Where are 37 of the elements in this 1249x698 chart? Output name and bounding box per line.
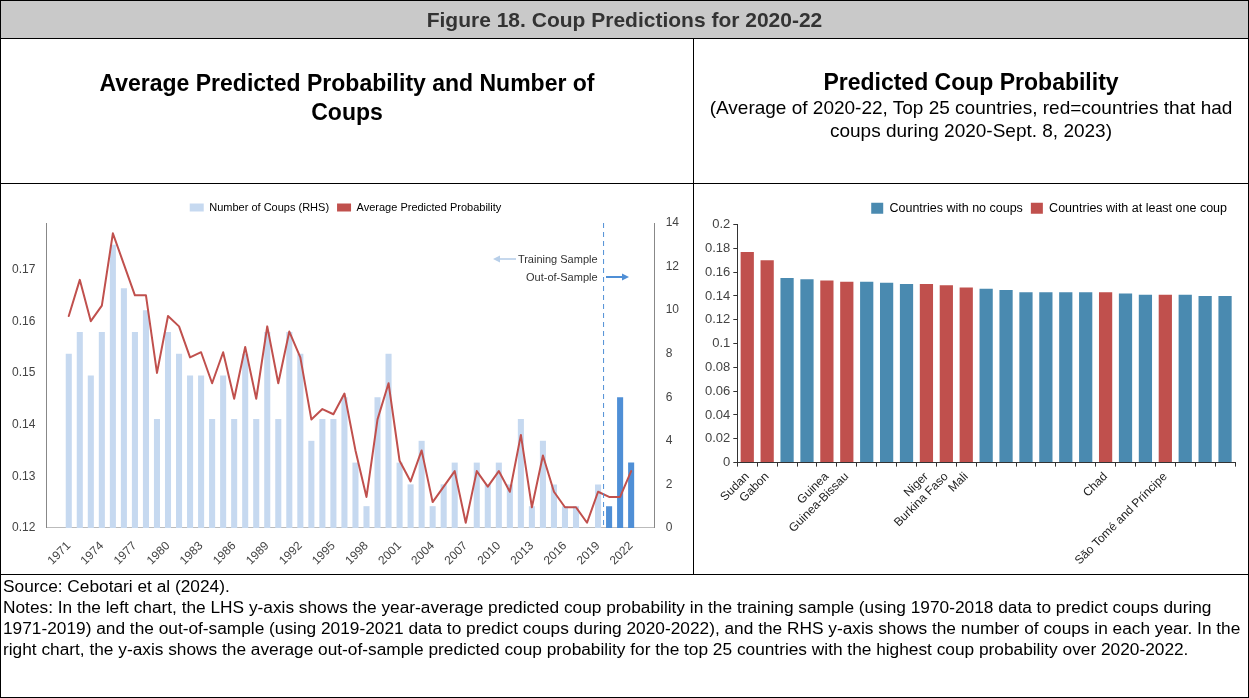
y-tick-label: 0.12: [12, 520, 36, 535]
y-tick-label: 0.12: [704, 311, 731, 327]
text: Notes: In the left chart, the LHS y-axis shows the year-average predicted coup probability in the training sample (using 1970-2018 data to predict coups during 1971-2019) and the out-of-sample (using 2019-2021 data to predict coups during 2020-2022), and the RHS y-axis shows the number of coups in each year. In the right chart, the y-axis shows the average out-of-sample predicted coup probability for the top 25 countries with the highest coup probability over 2020-2022.: [3, 597, 1242, 660]
annotation: Out-of-Sample: [526, 271, 598, 284]
y-tick-label: 0.17: [12, 261, 36, 276]
y-tick-label: 0.2: [712, 216, 731, 232]
y-tick-label: 0.02: [704, 430, 731, 446]
y-tick-label: 0.06: [704, 382, 731, 398]
y-tick-label: 0.16: [704, 263, 731, 279]
y-tick-label: 0.18: [704, 239, 731, 255]
y2-tick-label: 14: [665, 215, 680, 230]
y-tick-label: 0.08: [704, 358, 731, 374]
y2-tick-label: 8: [665, 346, 673, 360]
y2-tick-label: 4: [665, 433, 673, 448]
legend-label: Number of Coups (RHS): [209, 200, 330, 213]
y2-tick-label: 6: [665, 389, 673, 404]
y-tick-label: 0.14: [704, 287, 731, 303]
legend-label: Countries with no coups: [889, 200, 1023, 215]
y-tick-label: 0.16: [12, 313, 36, 328]
y2-tick-label: 0: [665, 520, 673, 535]
y-tick-label: 0.14: [12, 416, 36, 431]
chart-subtitle: Average Predicted Probability and Number of Coups: [1, 39, 694, 184]
y2-tick-label: 12: [665, 258, 680, 273]
chart-title: Figure 18. Coup Predictions for 2020-22: [1, 1, 1248, 39]
y2-tick-label: 10: [665, 302, 680, 317]
chart-subtitle: (Average of 2020-22, Top 25 countries, red=countries that had coups during 2020-Sept. 8, 2023): [708, 96, 1234, 142]
annotation: Training Sample: [517, 253, 598, 266]
legend-label: Countries with at least one coup: [1049, 200, 1228, 215]
legend-label: Average Predicted Probability: [356, 200, 502, 213]
y-tick-label: 0: [723, 454, 731, 470]
chart-title: Predicted Coup Probability: [822, 69, 1120, 96]
y-tick-label: 0.1: [712, 335, 731, 351]
y-tick-label: 0.04: [704, 406, 731, 422]
y2-tick-label: 2: [665, 476, 673, 491]
source-note: Source: Cebotari et al (2024).: [3, 576, 231, 597]
y-tick-label: 0.15: [12, 365, 36, 380]
y-tick-label: 0.13: [12, 468, 36, 483]
